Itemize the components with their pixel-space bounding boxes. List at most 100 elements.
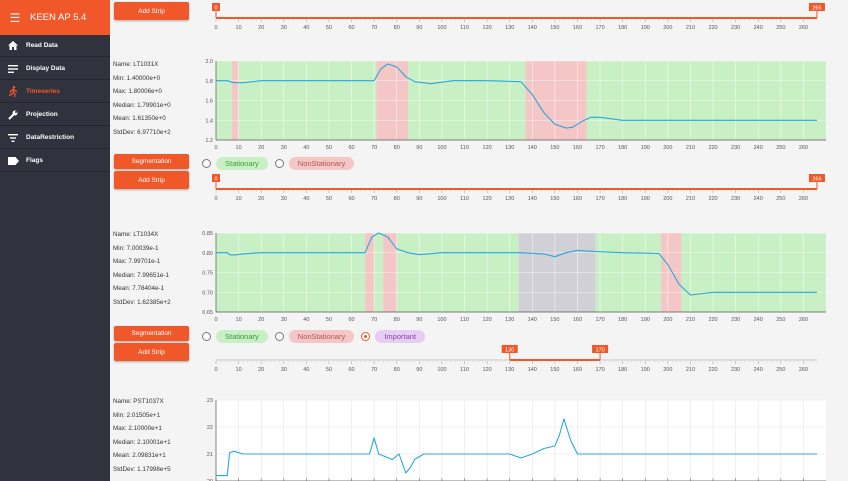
x-tick-label: 140 (528, 145, 537, 151)
slider-tick-label: 60 (348, 367, 354, 373)
stat-max: Max: 2.10000e+1 (113, 425, 162, 432)
range-slider[interactable]: 130 170 0 10 20 30 40 50 60 70 80 90 100 110 120 130 140… (198, 342, 848, 376)
sidebar-item-projection[interactable]: Projection (0, 104, 110, 126)
slider-tick-label: 180 (618, 196, 627, 202)
stationary-radio[interactable] (202, 159, 211, 168)
slider-tick-label: 60 (348, 25, 354, 31)
y-tick-label: 21 (207, 452, 213, 458)
slider-tick-label: 210 (686, 25, 695, 31)
slider-handle-label: 130 (505, 348, 514, 354)
x-tick-label: 20 (258, 317, 264, 323)
slider-handle-label: 266 (812, 6, 821, 12)
slider-tick-label: 260 (799, 25, 808, 31)
slider-tick-label: 20 (258, 196, 264, 202)
x-tick-label: 60 (348, 145, 354, 151)
stat-mean: Mean: 2.09831e+1 (113, 452, 166, 459)
app-header: ☰ KEEN AP 5.4 (0, 0, 110, 35)
range-slider[interactable]: 0 266 0 10 20 30 40 50 60 70 80 90 100 110 120 130 140 15… (198, 171, 848, 205)
slider-min-handle[interactable] (212, 3, 220, 11)
sidebar-item-datarestriction[interactable]: DataRestriction (0, 127, 110, 149)
slider-handle-label: 0 (214, 177, 217, 183)
main-content: Add Strip 0 266 0 10 20 30 40 50 60 70 80 90 100 110 1… (110, 0, 848, 481)
range-slider[interactable]: 0 266 0 10 20 30 40 50 60 70 80 90 100 110 120 130 140 15… (198, 0, 848, 34)
timeseries-chart[interactable]: 2.0 1.8 1.6 1.4 1.20 10 20 30 40 50 60 70 80 90 100 110… (198, 56, 848, 154)
x-tick-label: 180 (618, 317, 627, 323)
stat-min: Min: 2.01505e+1 (113, 411, 161, 419)
slider-tick-label: 20 (258, 367, 264, 373)
x-tick-label: 150 (550, 317, 559, 323)
slider-max-handle[interactable] (808, 174, 825, 182)
nonstationary-radio[interactable] (274, 159, 284, 168)
nonstationary-radio[interactable] (274, 332, 284, 341)
stat-stddev: StdDev: 6.97710e+2 (113, 128, 171, 136)
x-tick-label: 200 (663, 317, 672, 323)
x-tick-label: 10 (236, 145, 242, 151)
slider-tick-label: 150 (550, 196, 559, 202)
slider-tick-label: 260 (799, 196, 808, 202)
segmentation-button[interactable]: Segmentation (114, 326, 189, 341)
slider-tick-label: 0 (214, 196, 217, 202)
x-tick-label: 260 (799, 145, 808, 151)
segmentation-button[interactable]: Segmentation (114, 154, 189, 169)
slider-tick-label: 50 (326, 367, 332, 373)
slider-tick-label: 120 (483, 25, 492, 31)
x-tick-label: 240 (754, 317, 763, 323)
segment-type-radio-group: Stationary NonStationary (202, 157, 361, 170)
add-strip-button[interactable]: Add Strip (114, 2, 189, 20)
slider-handle-label: 170 (595, 348, 604, 354)
x-tick-label: 130 (505, 317, 514, 323)
x-tick-label: 110 (460, 317, 469, 323)
slider-tick-label: 220 (708, 25, 717, 31)
x-tick-label: 0 (214, 145, 217, 151)
y-tick-label: 2.0 (205, 59, 213, 65)
x-tick-label: 110 (460, 145, 469, 151)
slider-tick-label: 110 (460, 196, 469, 202)
slider-tick-label: 50 (326, 196, 332, 202)
slider-tick-label: 170 (595, 367, 604, 373)
x-tick-label: 220 (708, 317, 717, 323)
add-strip-button[interactable]: Add Strip (114, 171, 189, 189)
slider-tick-label: 200 (663, 196, 672, 202)
slider-min-handle[interactable] (501, 345, 518, 353)
y-tick-label: 1.2 (205, 138, 213, 144)
slider-tick-label: 120 (483, 196, 492, 202)
slider-tick-label: 80 (394, 25, 400, 31)
slider-tick-label: 250 (776, 25, 785, 31)
y-tick-label: 20 (207, 479, 213, 481)
sidebar-item-timeseries[interactable]: Timeseries (0, 81, 110, 103)
x-tick-label: 40 (303, 145, 309, 151)
y-tick-label: 0.80 (202, 251, 213, 257)
stat-min: Min: 7.00039e-1 (113, 244, 159, 252)
slider-tick-label: 220 (708, 367, 717, 373)
stats-panel: Name: LT1031X Min: 1.40000e+0 Max: 1.800… (113, 58, 171, 139)
x-tick-label: 200 (663, 145, 672, 151)
stationary-radio[interactable] (202, 332, 211, 341)
x-tick-label: 100 (437, 145, 446, 151)
slider-tick-label: 140 (528, 25, 537, 31)
slider-handle-label: 266 (812, 177, 821, 183)
slider-tick-label: 130 (505, 25, 514, 31)
sidebar-item-read-data[interactable]: Read Data (0, 35, 110, 57)
hamburger-menu-icon[interactable]: ☰ (9, 10, 21, 25)
sidebar-item-flags[interactable]: Flags (0, 150, 110, 172)
slider-tick-label: 20 (258, 25, 264, 31)
sidebar-item-label: Display Data (26, 65, 66, 72)
runner-icon (0, 86, 26, 97)
x-tick-label: 190 (641, 145, 650, 151)
slider-max-handle[interactable] (808, 3, 825, 11)
x-tick-label: 50 (326, 145, 332, 151)
slider-tick-label: 230 (731, 25, 740, 31)
important-radio[interactable] (361, 332, 371, 341)
slider-tick-label: 130 (505, 196, 514, 202)
timeseries-chart[interactable]: 0.85 0.80 0.75 0.70 0.650 10 20 30 40 50 60 70 80 90 1… (198, 228, 848, 326)
slider-tick-label: 140 (528, 196, 537, 202)
slider-tick-label: 60 (348, 196, 354, 202)
slider-tick-label: 90 (416, 196, 422, 202)
slider-min-handle[interactable] (212, 174, 220, 182)
timeseries-chart[interactable]: 23 22 21 20 (198, 395, 848, 481)
y-tick-label: 23 (207, 398, 213, 404)
slider-tick-label: 240 (754, 25, 763, 31)
slider-max-handle[interactable] (592, 345, 609, 353)
sidebar-item-display-data[interactable]: Display Data (0, 58, 110, 80)
add-strip-button[interactable]: Add Strip (114, 343, 189, 361)
